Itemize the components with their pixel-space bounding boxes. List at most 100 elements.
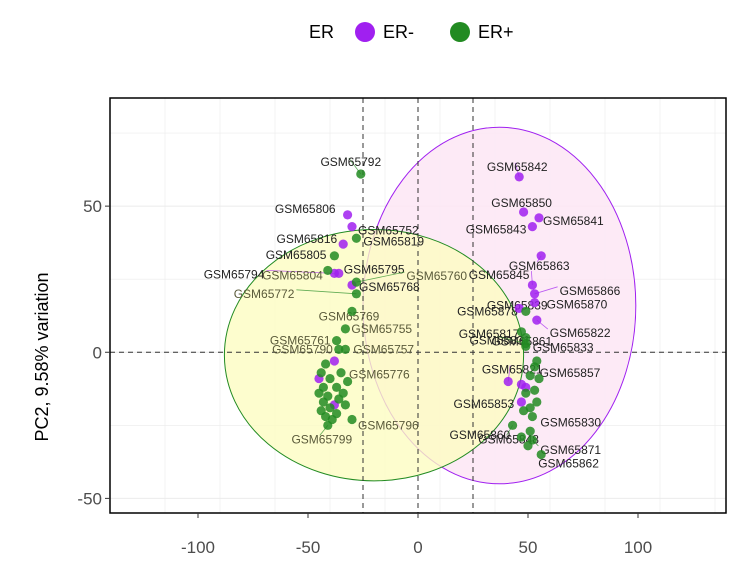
ellipse-er-pos xyxy=(223,229,525,482)
point-label-gsm65866: GSM65866 xyxy=(560,284,621,298)
point-er-pos-30 xyxy=(314,388,324,398)
point-er-neg-10 xyxy=(343,210,353,220)
point-er-pos-26 xyxy=(321,359,331,369)
point-er-pos-33 xyxy=(325,403,335,413)
legend-title: ER xyxy=(309,22,334,42)
point-label-gsm65860: GSM65860 xyxy=(449,428,510,442)
point-label-gsm65833: GSM65833 xyxy=(533,340,594,354)
point-er-pos-27 xyxy=(316,368,326,378)
point-er-pos-9 xyxy=(334,344,344,354)
point-er-pos-3 xyxy=(323,265,333,276)
point-label-gsm65799: GSM65799 xyxy=(291,432,352,446)
point-er-pos-18 xyxy=(521,341,531,352)
point-er-pos-21 xyxy=(527,411,538,422)
point-label-gsm65776: GSM65776 xyxy=(349,368,410,382)
point-er-pos-7 xyxy=(332,335,342,346)
point-label-gsm65842: GSM65842 xyxy=(487,160,548,174)
point-label-gsm65772: GSM65772 xyxy=(234,287,295,301)
point-er-pos-45 xyxy=(521,388,531,398)
point-label-gsm65819: GSM65819 xyxy=(363,234,424,248)
point-er-pos-50 xyxy=(523,441,533,451)
point-label-gsm65857: GSM65857 xyxy=(540,366,601,380)
point-er-pos-11 xyxy=(336,368,346,378)
label-leader xyxy=(356,271,405,283)
y-tick-label: 0 xyxy=(93,343,102,362)
point-er-pos-28 xyxy=(325,373,335,384)
point-er-neg-5 xyxy=(527,280,538,290)
point-er-pos-14 xyxy=(521,306,531,316)
label-leader xyxy=(266,269,335,274)
point-label-gsm65831: GSM65831 xyxy=(469,333,530,347)
y-tick-label: -50 xyxy=(77,489,102,508)
point-er-pos-25 xyxy=(536,449,546,460)
point-er-pos-10 xyxy=(340,344,350,354)
point-label-gsm65845: GSM65845 xyxy=(469,268,530,282)
point-label-gsm65790: GSM65790 xyxy=(272,342,333,356)
x-tick-label: -50 xyxy=(296,538,321,557)
point-label-gsm65863: GSM65863 xyxy=(509,259,570,273)
legend-swatch-1 xyxy=(450,22,470,42)
point-label-gsm65752: GSM65752 xyxy=(358,224,419,238)
point-label-gsm65853: GSM65853 xyxy=(453,397,514,411)
point-er-pos-24 xyxy=(507,420,518,430)
x-tick-label: 100 xyxy=(624,538,652,557)
label-leader xyxy=(497,336,526,344)
point-label-gsm65757: GSM65757 xyxy=(353,342,414,356)
point-er-neg-3 xyxy=(534,213,544,223)
point-er-neg-20 xyxy=(329,356,339,366)
x-tick-label: 0 xyxy=(413,538,422,557)
point-er-neg-6 xyxy=(530,289,540,299)
y-axis-title: PC2, 9.58% variation xyxy=(32,272,52,441)
point-er-pos-48 xyxy=(532,397,542,407)
point-label-gsm65817: GSM65817 xyxy=(459,327,520,341)
point-er-neg-1 xyxy=(519,207,529,217)
point-er-neg-16 xyxy=(503,376,513,387)
point-er-neg-12 xyxy=(338,239,348,249)
point-er-pos-43 xyxy=(525,371,535,381)
label-leader xyxy=(296,289,357,295)
point-label-gsm65806: GSM65806 xyxy=(275,202,336,216)
point-label-gsm65878: GSM65878 xyxy=(457,304,518,318)
point-er-pos-49 xyxy=(516,432,527,442)
point-label-gsm65768: GSM65768 xyxy=(359,280,420,294)
point-label-gsm65862: GSM65862 xyxy=(538,457,599,471)
y-tick-label: 50 xyxy=(83,197,102,216)
point-er-neg-8 xyxy=(532,315,542,325)
point-er-pos-4 xyxy=(351,289,361,299)
point-er-pos-46 xyxy=(530,385,540,395)
point-label-gsm65769: GSM65769 xyxy=(319,309,380,323)
point-er-pos-22 xyxy=(525,426,535,436)
point-er-pos-5 xyxy=(351,277,361,287)
point-label-gsm65795: GSM65795 xyxy=(344,262,405,276)
legend-swatch-0 xyxy=(355,22,375,42)
point-label-gsm65841: GSM65841 xyxy=(543,214,604,228)
point-label-gsm65792: GSM65792 xyxy=(320,155,381,169)
point-er-pos-47 xyxy=(519,406,529,416)
point-label-gsm65822: GSM65822 xyxy=(550,326,611,340)
point-label-gsm65816: GSM65816 xyxy=(276,232,337,246)
point-er-pos-44 xyxy=(534,373,544,384)
point-er-neg-7 xyxy=(530,297,540,308)
point-er-pos-37 xyxy=(334,394,344,404)
point-label-gsm65755: GSM65755 xyxy=(351,322,412,336)
legend-label-0: ER- xyxy=(383,22,414,42)
point-er-pos-2 xyxy=(329,251,339,261)
point-label-gsm65843: GSM65843 xyxy=(466,223,527,237)
point-label-gsm65794: GSM65794 xyxy=(204,267,265,281)
point-er-pos-13 xyxy=(347,414,357,425)
point-er-pos-35 xyxy=(332,382,342,392)
point-label-gsm65761: GSM65761 xyxy=(270,334,331,348)
point-er-pos-6 xyxy=(347,306,357,316)
point-er-neg-4 xyxy=(536,251,546,261)
point-label-gsm65870: GSM65870 xyxy=(547,298,608,312)
x-tick-label: -100 xyxy=(181,538,215,557)
point-label-gsm65796: GSM65796 xyxy=(358,418,419,432)
point-er-pos-51 xyxy=(532,356,542,366)
point-er-pos-1 xyxy=(351,233,361,243)
point-er-pos-42 xyxy=(321,411,331,422)
point-er-neg-2 xyxy=(527,221,538,232)
point-label-gsm65760: GSM65760 xyxy=(406,269,467,283)
point-er-pos-8 xyxy=(340,324,350,334)
point-er-pos-0 xyxy=(356,169,366,179)
